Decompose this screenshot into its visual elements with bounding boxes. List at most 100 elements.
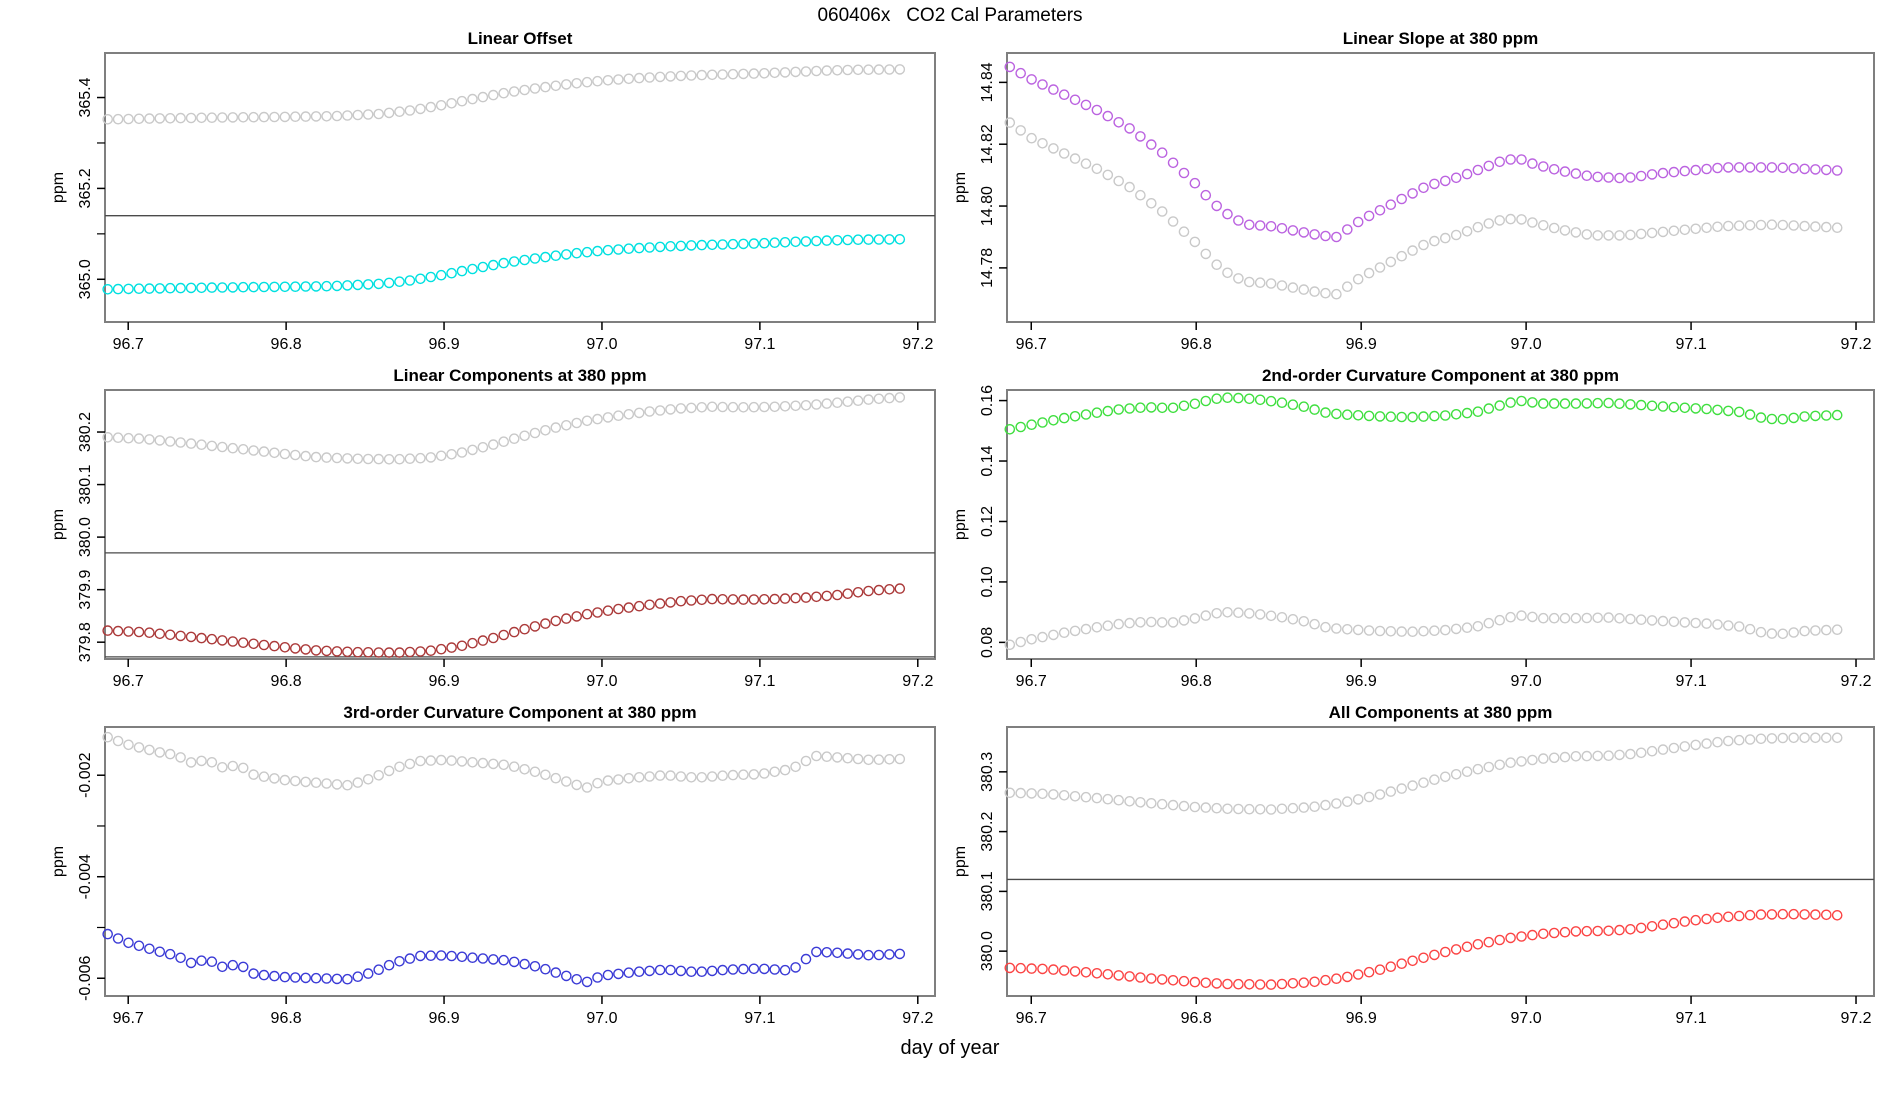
series-gray: [102, 392, 906, 465]
data-point: [1723, 620, 1734, 631]
data-point: [696, 402, 708, 413]
data-point: [206, 112, 218, 123]
data-point: [790, 236, 801, 248]
data-point: [1766, 909, 1778, 920]
data-point: [1516, 395, 1527, 407]
data-point: [1657, 167, 1669, 179]
data-point: [1385, 786, 1397, 797]
data-point: [1559, 612, 1571, 624]
data-point: [321, 452, 332, 463]
data-point: [696, 772, 708, 783]
data-point: [1570, 398, 1582, 409]
y-tick-label: 380.3: [979, 752, 996, 792]
data-point: [1233, 803, 1244, 815]
data-point: [164, 629, 176, 641]
plot-frame: [104, 52, 936, 323]
data-point: [487, 439, 499, 450]
data-point: [185, 438, 197, 449]
data-point: [175, 112, 186, 124]
data-point: [1527, 611, 1538, 623]
data-point: [206, 956, 218, 968]
data-point: [1385, 961, 1397, 973]
data-point: [1810, 732, 1821, 744]
data-point: [206, 282, 218, 293]
data-point: [1679, 741, 1691, 752]
data-point: [164, 113, 176, 124]
data-point: [300, 644, 312, 655]
data-point: [832, 752, 843, 763]
x-axis-label: day of year: [900, 1037, 1000, 1059]
data-point: [748, 769, 760, 780]
data-point: [342, 453, 353, 464]
data-point: [717, 770, 728, 781]
data-point: [550, 967, 562, 978]
data-point: [373, 453, 385, 465]
data-point: [873, 64, 885, 75]
data-point: [1363, 410, 1375, 422]
data-point: [164, 948, 176, 960]
x-tick-label: 96.7: [113, 336, 144, 353]
data-point: [1276, 397, 1288, 409]
data-point: [1407, 626, 1418, 638]
data-point: [498, 629, 510, 641]
data-point: [1592, 230, 1604, 241]
x-tick-label: 97.1: [1675, 336, 1706, 353]
data-point: [550, 772, 562, 784]
plot-frame: [1006, 726, 1875, 997]
data-point: [1766, 628, 1778, 639]
data-point: [800, 592, 812, 603]
data-point: [175, 952, 186, 964]
data-point: [154, 747, 166, 758]
y-tick-label: 0.08: [979, 627, 996, 658]
data-point: [873, 234, 885, 245]
data-point: [1341, 796, 1353, 807]
data-point: [216, 112, 228, 123]
data-point: [1254, 277, 1266, 288]
data-point: [1178, 400, 1190, 412]
data-point: [196, 282, 207, 294]
data-point: [602, 244, 614, 256]
data-point: [1374, 964, 1386, 976]
data-point: [1690, 739, 1702, 751]
data-point: [467, 952, 478, 964]
data-point: [592, 413, 603, 425]
data-point: [1810, 164, 1821, 175]
data-point: [1037, 963, 1048, 975]
data-point: [467, 93, 478, 105]
data-point: [1341, 281, 1353, 293]
data-point: [675, 595, 687, 607]
data-point: [1744, 734, 1756, 745]
data-point: [1548, 927, 1560, 939]
data-point: [727, 769, 739, 781]
data-point: [508, 433, 520, 444]
data-point: [1646, 615, 1658, 626]
data-point: [1189, 177, 1201, 189]
data-point: [1211, 802, 1223, 814]
data-point: [1712, 736, 1723, 748]
y-tick-label: 380.2: [77, 412, 94, 452]
data-point: [352, 109, 364, 121]
data-point: [1592, 397, 1604, 409]
data-point: [1135, 797, 1146, 808]
data-point: [196, 112, 207, 124]
data-point: [498, 759, 510, 771]
data-point: [561, 776, 572, 787]
data-point: [144, 283, 155, 294]
data-point: [1113, 175, 1124, 187]
data-point: [706, 239, 718, 251]
data-point: [248, 111, 259, 123]
main-title: 060406x CO2 Cal Parameters: [817, 5, 1083, 26]
data-point: [1287, 802, 1299, 814]
data-point: [790, 592, 801, 604]
x-tick-label: 97.0: [1511, 1010, 1542, 1027]
data-point: [279, 641, 291, 653]
data-point: [435, 100, 447, 111]
data-point: [1788, 220, 1800, 231]
data-point: [1298, 227, 1310, 238]
data-point: [258, 281, 270, 293]
data-point: [425, 645, 437, 657]
data-point: [133, 940, 145, 952]
data-point: [1831, 165, 1843, 176]
data-point: [727, 594, 739, 605]
data-point: [1363, 625, 1375, 636]
